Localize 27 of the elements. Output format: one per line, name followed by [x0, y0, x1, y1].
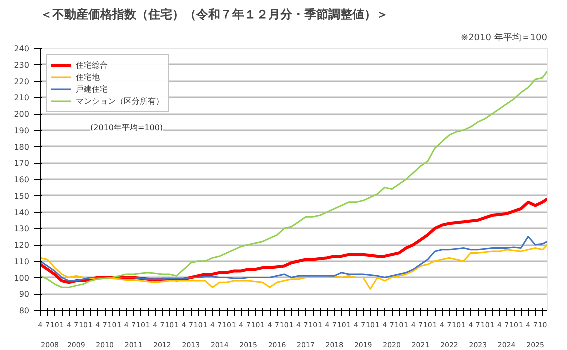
- y-tick-label: 200: [14, 110, 30, 119]
- legend-label: 戸建住宅: [76, 84, 108, 94]
- y-tick-label: 180: [14, 142, 30, 152]
- chart-title: ＜不動産価格指数（住宅）（令和７年１２月分・季節調整値）＞: [40, 8, 388, 22]
- y-tick-label: 230: [14, 60, 30, 70]
- line-series: [40, 236, 548, 282]
- y-tick-label: 140: [14, 208, 30, 218]
- y-tick-label: 120: [14, 241, 30, 250]
- legend-label: 住宅総合: [76, 60, 108, 70]
- y-tick-label: 210: [14, 94, 30, 103]
- y-tick-label: 170: [14, 159, 30, 168]
- y-tick-label: 160: [14, 176, 30, 184]
- legend-label: マンション（区分所有）: [76, 96, 164, 106]
- annotation: (2010年平均=100): [90, 124, 164, 132]
- y-tick-label: 90: [19, 290, 30, 300]
- y-tick-label: 110: [14, 257, 30, 266]
- line-series: [40, 244, 548, 290]
- legend-label: 住宅地: [76, 72, 100, 82]
- chart-subtitle: ※2010 年平均＝100: [461, 32, 548, 44]
- y-tick-label: 150: [14, 192, 30, 201]
- y-tick-label: 130: [14, 224, 30, 234]
- y-tick-label: 220: [14, 77, 30, 86]
- y-tick-label: 190: [14, 126, 30, 136]
- y-tick-label: 240: [14, 44, 30, 54]
- y-tick-label: 80: [19, 306, 30, 316]
- line-series: [40, 70, 548, 288]
- y-tick-label: 100: [14, 274, 30, 283]
